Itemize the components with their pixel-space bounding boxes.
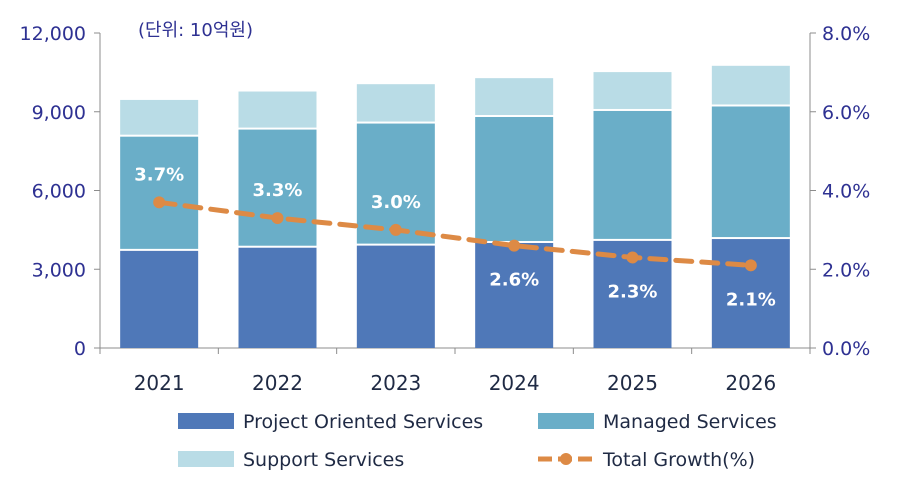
unit-label: (단위: 10억원) [138, 20, 253, 41]
bar-managed-services-2023 [356, 123, 435, 244]
bar-project-oriented-services-2026 [711, 239, 790, 348]
growth-point-2024 [508, 239, 521, 252]
bar-support-services-2024 [475, 78, 554, 115]
x-tick-label: 2025 [607, 371, 658, 395]
bar-managed-services-2021 [120, 136, 199, 249]
y-left-tick-label: 3,000 [32, 259, 86, 281]
bars-layer [120, 65, 790, 348]
legend-label-total-growth-: Total Growth(%) [602, 449, 755, 471]
y-left-tick-label: 9,000 [32, 102, 86, 124]
growth-point-2022 [271, 212, 284, 225]
x-tick-label: 2026 [725, 371, 776, 395]
x-tick-label: 2021 [134, 371, 185, 395]
growth-data-label: 2.1% [726, 289, 776, 310]
bar-managed-services-2024 [475, 117, 554, 241]
bar-managed-services-2022 [238, 129, 317, 246]
bar-support-services-2026 [711, 65, 790, 105]
legend-swatch-project-oriented-services [178, 413, 234, 429]
growth-line [156, 199, 754, 268]
legend: Project Oriented Services Managed Service… [178, 411, 777, 471]
bar-support-services-2021 [120, 99, 199, 135]
bar-managed-services-2026 [711, 106, 790, 238]
axes-layer: 0 3,000 6,000 9,000 12,000 0.0% 2.0% 4.0% 6.0% 8.… [20, 23, 871, 395]
bar-support-services-2025 [593, 72, 672, 109]
legend-swatch-managed-services [538, 413, 594, 429]
y-left-tick-label: 6,000 [32, 181, 86, 203]
labels-layer: (단위: 10억원) 3.7% 3.3% 3.0% 2.6% 2.3% 2.1% [134, 20, 776, 310]
bar-project-oriented-services-2023 [356, 245, 435, 348]
y-right-tick-label: 4.0% [822, 181, 870, 203]
growth-data-label: 3.3% [253, 180, 303, 201]
bar-support-services-2023 [356, 84, 435, 122]
y-left-tick-label: 0 [74, 338, 86, 360]
legend-swatch-marker [560, 453, 572, 465]
growth-point-2026 [744, 259, 757, 272]
growth-data-label: 3.0% [371, 192, 421, 213]
y-right-tick-label: 0.0% [822, 338, 870, 360]
growth-data-label: 2.6% [489, 270, 539, 291]
bar-support-services-2022 [238, 91, 317, 128]
growth-data-label: 2.3% [608, 281, 658, 302]
y-right-tick-label: 8.0% [822, 23, 870, 45]
x-tick-label: 2024 [489, 371, 540, 395]
growth-point-2025 [626, 251, 639, 264]
y-left-tick-label: 12,000 [20, 23, 86, 45]
growth-data-label: 3.7% [134, 164, 184, 185]
legend-label-project-oriented-services: Project Oriented Services [243, 411, 483, 433]
y-right-tick-label: 6.0% [822, 102, 870, 124]
legend-swatch-support-services [178, 451, 234, 467]
bar-project-oriented-services-2024 [475, 243, 554, 348]
x-tick-label: 2022 [252, 371, 303, 395]
bar-project-oriented-services-2022 [238, 247, 317, 348]
legend-label-support-services: Support Services [243, 449, 404, 471]
growth-line-layer [153, 196, 757, 272]
y-right-tick-label: 2.0% [822, 259, 870, 281]
growth-point-2023 [389, 223, 402, 236]
bar-managed-services-2025 [593, 110, 672, 239]
legend-label-managed-services: Managed Services [603, 411, 777, 433]
bar-project-oriented-services-2021 [120, 250, 199, 348]
growth-point-2021 [153, 196, 166, 209]
x-tick-label: 2023 [370, 371, 421, 395]
